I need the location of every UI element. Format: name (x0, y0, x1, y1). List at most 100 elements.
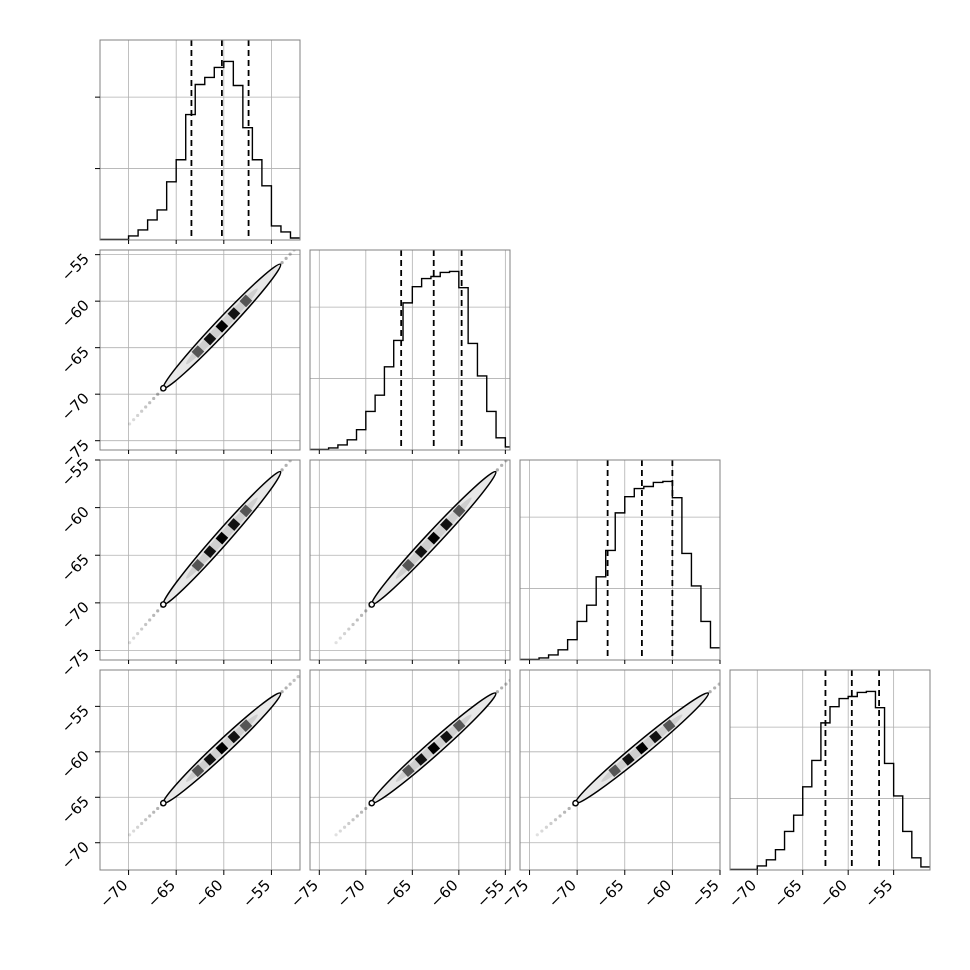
sample-point (152, 613, 156, 618)
density-cell (227, 730, 241, 744)
x-tick-label: −65 (770, 876, 805, 911)
contour-group (572, 692, 710, 807)
density-cell (608, 764, 622, 778)
density-cell (414, 753, 428, 766)
sample-point (351, 622, 355, 627)
sample-point (708, 690, 712, 694)
panel-1-1 (309, 249, 511, 451)
contour-marker (159, 384, 167, 392)
sample-point (296, 675, 300, 679)
sample-point (284, 256, 288, 260)
contour-group (368, 470, 497, 608)
sample-point (549, 821, 553, 826)
sample-point (148, 618, 152, 622)
x-tick-label: −60 (192, 876, 227, 911)
sample-point (338, 829, 342, 833)
density-cell (621, 753, 635, 766)
contour-marker (572, 799, 579, 807)
density-cell (215, 741, 229, 755)
panel-frame (729, 669, 931, 871)
sample-point (136, 413, 140, 418)
panel-frame (309, 249, 511, 451)
sample-point (713, 686, 717, 690)
sample-point (364, 609, 368, 613)
sample-point (309, 664, 312, 667)
panel-1-0 (99, 227, 316, 451)
sample-point (526, 436, 529, 439)
panel-3-3 (729, 669, 931, 871)
density-cell (401, 558, 415, 572)
sample-point (355, 814, 359, 818)
sample-point (305, 667, 308, 670)
density-cell (440, 730, 453, 744)
sample-point (567, 806, 571, 811)
sample-point (558, 814, 562, 818)
density-cell (635, 741, 649, 755)
panel-frame (519, 669, 721, 871)
sample-point (132, 418, 136, 422)
sample-point (540, 829, 544, 833)
density-layer (128, 227, 316, 426)
density-layer (334, 432, 533, 645)
density-cell (191, 558, 205, 572)
sample-point (313, 227, 316, 230)
sample-point (156, 609, 160, 613)
density-layer (128, 432, 316, 645)
sample-point (530, 432, 533, 435)
panel-frame (309, 669, 511, 871)
y-tick-label: −55 (58, 250, 93, 285)
sample-point (342, 631, 347, 636)
contour-marker (159, 601, 167, 608)
y-tick-label: −65 (58, 550, 93, 585)
sample-point (301, 671, 304, 674)
sample-point (359, 613, 364, 618)
sample-point (553, 818, 558, 822)
y-tick-label: −70 (58, 838, 93, 873)
y-tick-label: −65 (58, 792, 93, 827)
density-cell (215, 319, 229, 333)
x-tick-label: −55 (688, 876, 723, 911)
sample-point (495, 468, 500, 472)
sample-point (288, 252, 292, 256)
density-cell (191, 345, 205, 359)
panel-frame (519, 459, 721, 661)
panel-frame (309, 459, 511, 661)
sample-point (132, 636, 136, 640)
sample-point (740, 664, 743, 667)
density-cell (203, 753, 217, 766)
sample-point (509, 455, 512, 458)
sample-point (513, 450, 516, 453)
panel-0-0 (95, 39, 301, 241)
sample-point (288, 460, 292, 463)
sample-point (717, 682, 720, 686)
x-tick-label: −60 (427, 876, 462, 911)
x-tick-label: −70 (725, 876, 760, 911)
density-cell (239, 294, 253, 308)
x-tick-label: −65 (380, 876, 415, 911)
density-layer (535, 664, 743, 837)
y-tick-label: −60 (58, 747, 93, 782)
contour-group (159, 263, 282, 392)
sample-point (504, 682, 508, 686)
x-tick-label: −60 (640, 876, 675, 911)
density-cell (401, 764, 415, 778)
sample-point (284, 463, 288, 467)
sample-point (504, 460, 508, 463)
sample-point (293, 455, 296, 458)
contour-marker (368, 601, 376, 608)
panel-frame (99, 39, 301, 241)
sample-point (148, 814, 152, 818)
sample-point (128, 833, 132, 837)
density-cell (440, 518, 453, 531)
sample-point (313, 432, 316, 435)
contour-group (159, 692, 282, 807)
sample-point (128, 422, 132, 426)
sample-point (140, 821, 144, 826)
density-layer (334, 675, 516, 837)
sample-point (513, 675, 516, 678)
density-layer (128, 664, 312, 837)
sample-point (288, 682, 292, 686)
panel-3-1 (309, 669, 516, 871)
sample-point (156, 806, 160, 811)
sample-point (342, 825, 347, 829)
